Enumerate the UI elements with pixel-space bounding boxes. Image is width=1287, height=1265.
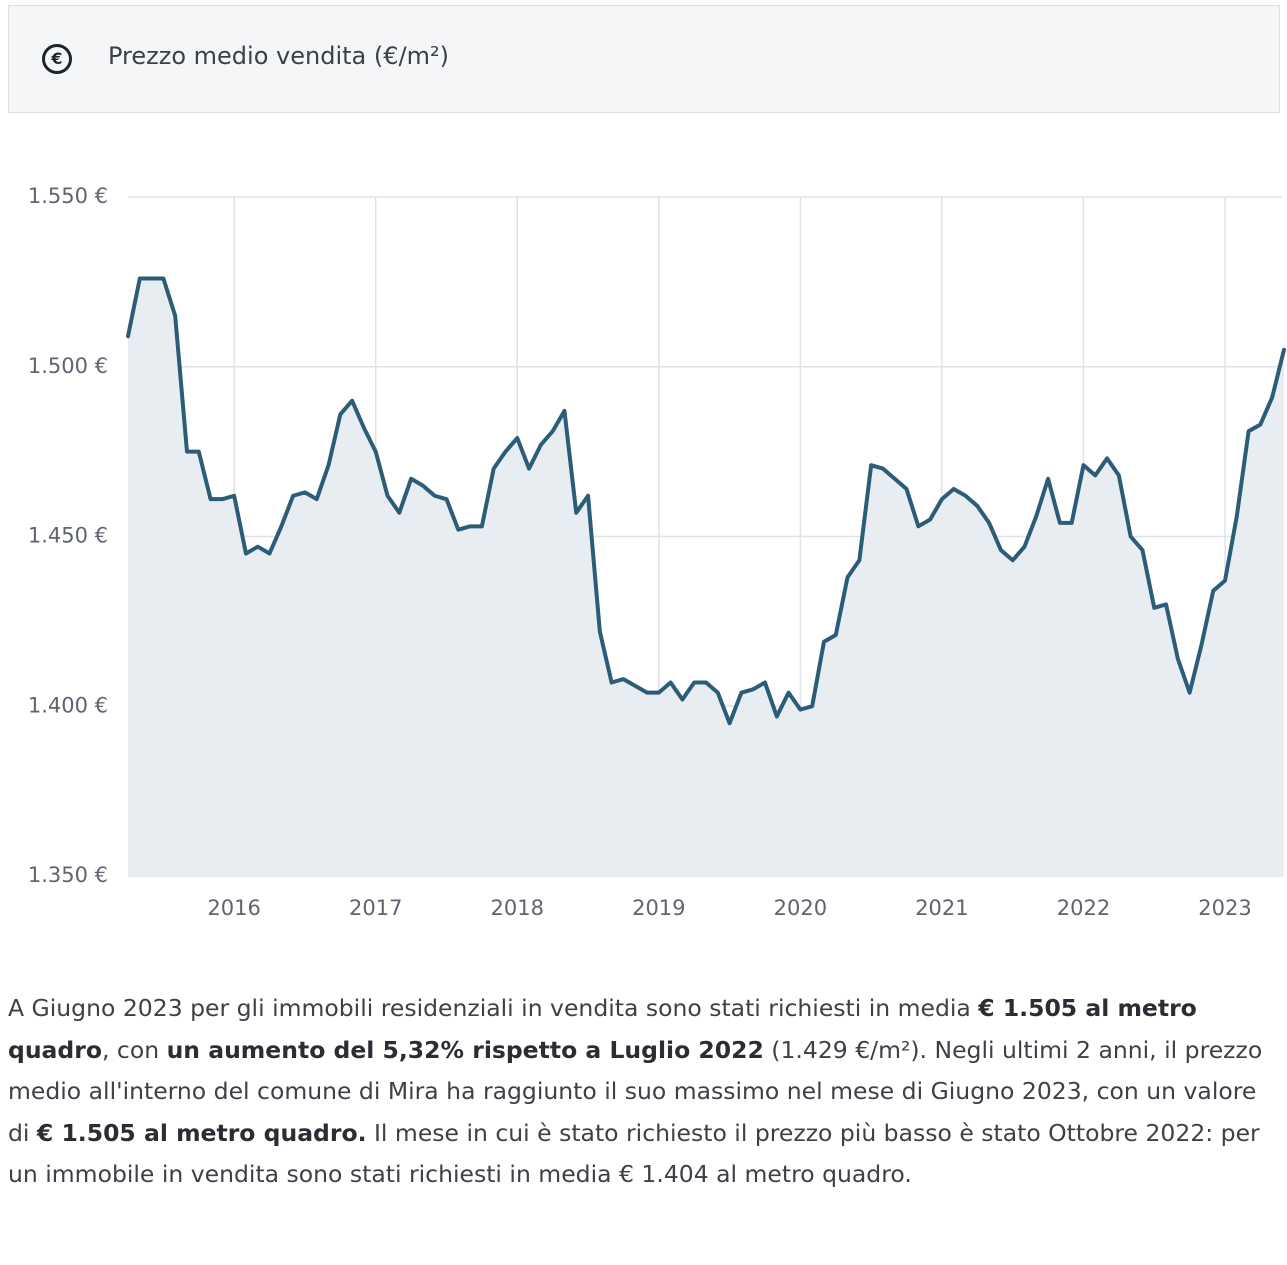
chart: 1.350 € 1.400 € 1.450 € 1.500 € 1.550 € 2016 2… xyxy=(28,184,1286,920)
currency-icon: € xyxy=(42,44,72,74)
x-tick-label: 2019 xyxy=(632,896,685,920)
x-tick-label: 2016 xyxy=(207,896,260,920)
description-text: , con xyxy=(101,1035,167,1064)
x-tick-label: 2022 xyxy=(1057,896,1110,920)
chart-title: Prezzo medio vendita (€/m²) xyxy=(108,42,449,70)
y-tick-label: 1.400 € xyxy=(28,693,108,717)
header: € Prezzo medio vendita (€/m²) xyxy=(8,5,1280,113)
x-tick-label: 2023 xyxy=(1198,896,1251,920)
description-text: A Giugno 2023 per gli immobili residenzi… xyxy=(8,994,979,1022)
description: A Giugno 2023 per gli immobili residenzi… xyxy=(8,988,1284,1196)
description-text: Il mese in cui è stato richiesto il prez… xyxy=(8,1118,1260,1189)
area xyxy=(128,278,1284,877)
y-tick-label: 1.450 € xyxy=(28,524,108,548)
x-tick-label: 2020 xyxy=(774,896,827,920)
description-bold: un aumento del 5,32% rispetto a Luglio 2… xyxy=(166,1035,764,1064)
y-tick-label: 1.550 € xyxy=(28,184,108,208)
y-tick-label: 1.500 € xyxy=(28,354,108,378)
y-tick-label: 1.350 € xyxy=(28,863,108,887)
description-bold: € 1.505 al metro quadro xyxy=(8,994,1197,1064)
description-text: (1.429 €/m²). Negli ultimi 2 anni, il pr… xyxy=(8,1035,1263,1147)
x-tick-label: 2021 xyxy=(915,896,968,920)
x-tick-label: 2017 xyxy=(349,896,402,920)
description-bold: € 1.505 al metro quadro. xyxy=(36,1118,367,1147)
line xyxy=(126,276,1286,726)
x-tick-label: 2018 xyxy=(491,896,544,920)
